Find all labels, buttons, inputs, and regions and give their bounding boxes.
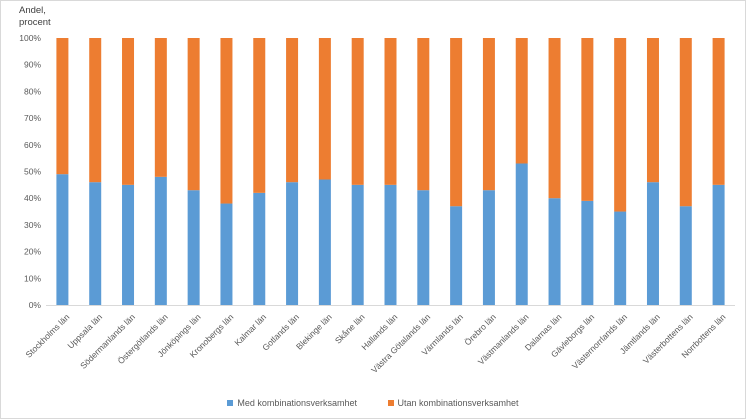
bar-med-kombinationsverksamhet	[581, 200, 594, 305]
bar-med-kombinationsverksamhet	[646, 182, 659, 305]
bar-med-kombinationsverksamhet	[253, 192, 266, 305]
x-category-label: Södermanlands län	[78, 312, 137, 371]
y-axis-title: Andel, procent	[19, 5, 51, 29]
bar-med-kombinationsverksamhet	[154, 176, 167, 305]
bar-med-kombinationsverksamhet	[482, 190, 495, 305]
bar-utan-kombinationsverksamhet	[482, 38, 495, 191]
bar-utan-kombinationsverksamhet	[154, 38, 167, 177]
bar-med-kombinationsverksamhet	[286, 182, 299, 305]
y-tick-label: 50%	[24, 167, 41, 177]
x-category-label: Blekinge län	[294, 312, 334, 352]
bar-med-kombinationsverksamhet	[450, 206, 463, 305]
bar-med-kombinationsverksamhet	[548, 198, 561, 305]
legend-swatch-med	[227, 400, 234, 407]
y-axis-title-line-2: procent	[19, 17, 51, 28]
bar-utan-kombinationsverksamhet	[286, 38, 299, 183]
bar-med-kombinationsverksamhet	[56, 174, 69, 305]
y-tick-label: 40%	[24, 193, 41, 203]
bar-utan-kombinationsverksamhet	[318, 38, 331, 180]
y-tick-label: 90%	[24, 60, 41, 70]
legend-item-med: Med kombinationsverksamhet	[227, 398, 357, 408]
y-tick-label: 60%	[24, 140, 41, 150]
bar-med-kombinationsverksamhet	[679, 206, 692, 305]
bar-utan-kombinationsverksamhet	[351, 38, 364, 185]
bar-utan-kombinationsverksamhet	[712, 38, 725, 185]
chart-plot: 0% 10% 20% 30% 40% 50% 60% 70% 80% 90% 100% Stockho…	[19, 33, 735, 375]
bar-med-kombinationsverksamhet	[187, 190, 200, 305]
bar-med-kombinationsverksamhet	[515, 163, 528, 305]
bar-med-kombinationsverksamhet	[89, 182, 102, 305]
bar-utan-kombinationsverksamhet	[187, 38, 200, 191]
y-axis-title-line-1: Andel,	[19, 5, 46, 16]
legend-label-med: Med kombinationsverksamhet	[237, 397, 357, 408]
bar-utan-kombinationsverksamhet	[548, 38, 561, 199]
bar-utan-kombinationsverksamhet	[56, 38, 69, 175]
bar-med-kombinationsverksamhet	[614, 211, 627, 305]
y-tick-label: 100%	[19, 33, 41, 43]
bar-med-kombinationsverksamhet	[417, 190, 430, 305]
bar-utan-kombinationsverksamhet	[384, 38, 397, 185]
bar-utan-kombinationsverksamhet	[253, 38, 266, 193]
y-tick-label: 70%	[24, 113, 41, 123]
bar-utan-kombinationsverksamhet	[417, 38, 430, 191]
bar-utan-kombinationsverksamhet	[646, 38, 659, 183]
bar-utan-kombinationsverksamhet	[122, 38, 135, 185]
bar-utan-kombinationsverksamhet	[581, 38, 594, 201]
y-tick-label: 30%	[24, 220, 41, 230]
x-category-label: Stockholms län	[24, 312, 72, 360]
bar-utan-kombinationsverksamhet	[679, 38, 692, 207]
bar-utan-kombinationsverksamhet	[515, 38, 528, 164]
x-category-label: Västra Götalands län	[369, 312, 432, 375]
legend-swatch-utan	[387, 400, 394, 407]
bar-utan-kombinationsverksamhet	[614, 38, 627, 212]
x-category-label: Västernorrlands län	[570, 312, 629, 371]
bar-med-kombinationsverksamhet	[384, 184, 397, 305]
bar-med-kombinationsverksamhet	[351, 184, 364, 305]
y-tick-label: 80%	[24, 86, 41, 96]
bar-med-kombinationsverksamhet	[220, 203, 233, 305]
bar-med-kombinationsverksamhet	[122, 184, 135, 305]
legend-label-utan: Utan kombinationsverksamhet	[397, 397, 519, 408]
y-tick-label: 0%	[29, 300, 42, 310]
legend: Med kombinationsverksamhet Utan kombinat…	[1, 397, 745, 408]
bar-utan-kombinationsverksamhet	[220, 38, 233, 204]
bar-med-kombinationsverksamhet	[318, 179, 331, 305]
bar-utan-kombinationsverksamhet	[450, 38, 463, 207]
bar-utan-kombinationsverksamhet	[89, 38, 102, 183]
bar-med-kombinationsverksamhet	[712, 184, 725, 305]
legend-item-utan: Utan kombinationsverksamhet	[387, 397, 519, 408]
x-category-label: Skåne län	[333, 312, 367, 346]
y-tick-label: 10%	[24, 273, 41, 283]
y-tick-label: 20%	[24, 247, 41, 257]
